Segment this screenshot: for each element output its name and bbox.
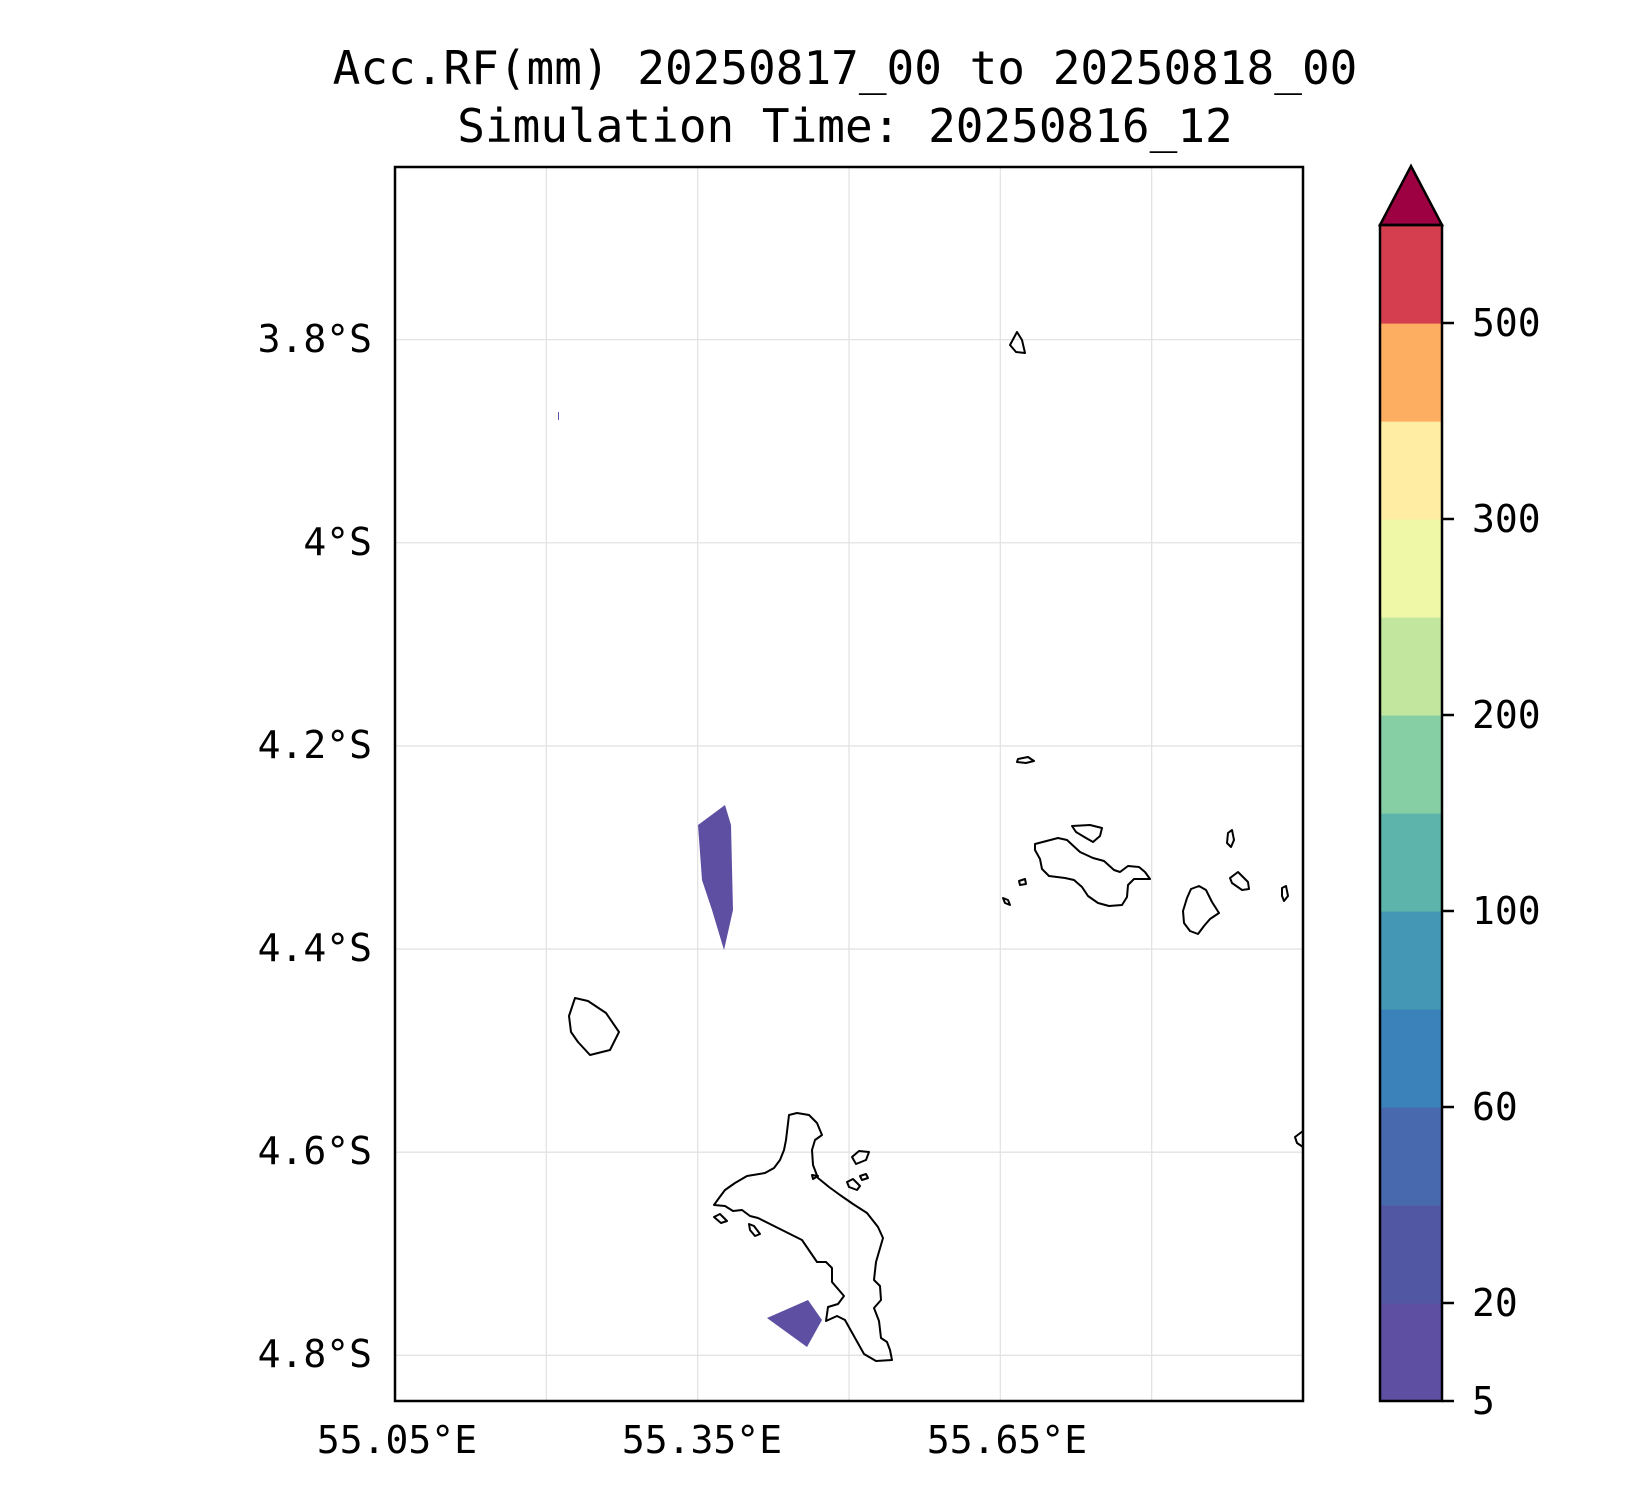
coastlines: [568, 331, 1304, 1362]
rainfall-patch: [558, 412, 559, 420]
coastline-la-digue-island: [1182, 885, 1220, 935]
colorbar-tick-label: 60: [1472, 1085, 1518, 1129]
coastline-islet: [1226, 829, 1235, 848]
coastline-islet: [1294, 1130, 1304, 1148]
rainfall-patch: [767, 1300, 822, 1347]
lon-tick-label: 55.65°E: [927, 1418, 1087, 1462]
colorbar-band: [1380, 1009, 1442, 1108]
rainfall-areas: [558, 412, 822, 1347]
colorbar-band: [1380, 715, 1442, 814]
coastline-silhouette-island: [568, 997, 620, 1056]
coastline-praslin-island: [1034, 837, 1151, 907]
colorbar-band: [1380, 519, 1442, 618]
colorbar: 5 20 60 100 200 300 500: [1377, 163, 1541, 1423]
colorbar-tick-label: 5: [1472, 1379, 1495, 1423]
map-frame: [393, 165, 1305, 1403]
colorbar-band: [1380, 421, 1442, 520]
coastline-islet: [1229, 871, 1250, 891]
colorbar-ticks: 5 20 60 100 200 300 500: [1442, 301, 1541, 1423]
colorbar-tick-label: 20: [1472, 1281, 1518, 1325]
colorbar-tick-label: 300: [1472, 497, 1541, 541]
coastline-islet: [1016, 756, 1035, 764]
lon-tick-label: 55.05°E: [317, 1418, 477, 1462]
colorbar-band: [1380, 813, 1442, 912]
latitude-axis: 3.8°S 4°S 4.2°S 4.4°S 4.6°S 4.8°S: [258, 317, 372, 1376]
colorbar-band: [1380, 1303, 1442, 1402]
colorbar-band: [1380, 617, 1442, 716]
coastline-islet: [811, 1174, 819, 1180]
colorbar-bands: [1380, 225, 1442, 1402]
rainfall-patch: [698, 805, 733, 950]
coastline-islet: [1009, 331, 1026, 354]
colorbar-band: [1380, 225, 1442, 324]
coastline-islet: [851, 1150, 870, 1165]
chart-subtitle: Simulation Time: 20250816_12: [457, 99, 1233, 153]
colorbar-tick-label: 200: [1472, 693, 1541, 737]
coastline-islet: [1002, 897, 1011, 906]
longitude-axis: 55.05°E 55.35°E 55.65°E: [317, 1418, 1087, 1462]
lat-tick-label: 4.8°S: [258, 1332, 372, 1376]
lat-tick-label: 4.6°S: [258, 1129, 372, 1173]
lon-tick-label: 55.35°E: [622, 1418, 782, 1462]
chart-title: Acc.RF(mm) 20250817_00 to 20250818_00: [332, 41, 1358, 95]
map-panel: [393, 165, 1305, 1403]
coastline-islet: [846, 1178, 861, 1191]
colorbar-band: [1380, 911, 1442, 1010]
coastline-mahe-island: [713, 1112, 893, 1362]
lat-tick-label: 4.2°S: [258, 723, 372, 767]
colorbar-band: [1380, 323, 1442, 422]
coastline-curieuse-island: [1071, 824, 1103, 843]
colorbar-band: [1380, 1107, 1442, 1206]
lat-tick-label: 3.8°S: [258, 317, 372, 361]
coastline-islet: [748, 1223, 761, 1237]
colorbar-extend-triangle: [1377, 163, 1445, 227]
coastline-islet: [713, 1213, 728, 1224]
colorbar-band: [1380, 1205, 1442, 1304]
colorbar-frame: [1378, 223, 1444, 1403]
colorbar-tick-label: 100: [1472, 889, 1541, 933]
coastline-islet: [1281, 885, 1289, 902]
coastline-islet: [859, 1173, 869, 1181]
colorbar-tick-label: 500: [1472, 301, 1541, 345]
lat-tick-label: 4.4°S: [258, 926, 372, 970]
gridlines: [395, 167, 1303, 1401]
coastline-islet: [1018, 878, 1027, 886]
lat-tick-label: 4°S: [303, 520, 372, 564]
